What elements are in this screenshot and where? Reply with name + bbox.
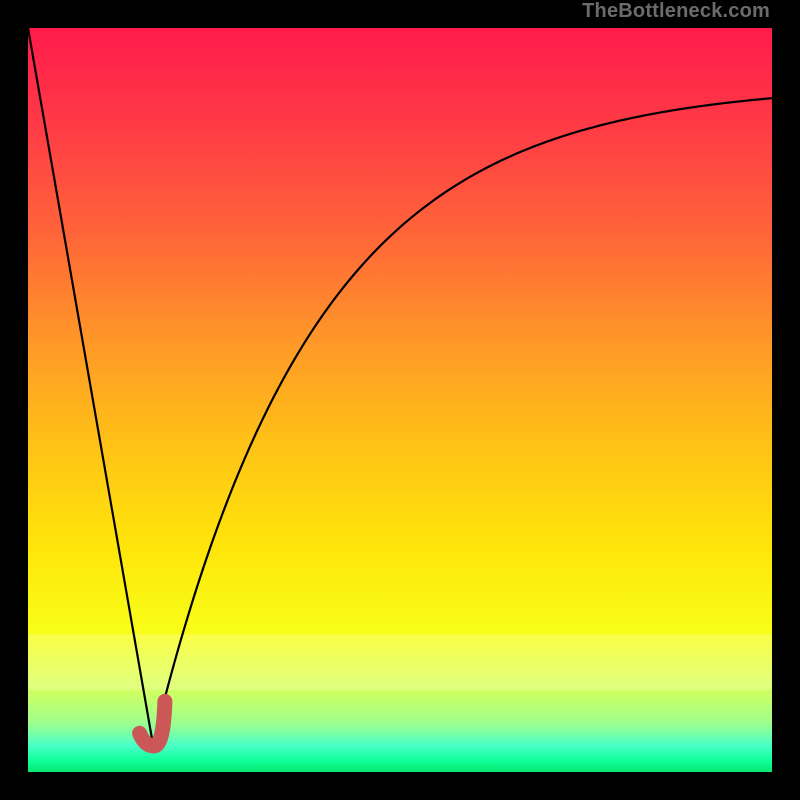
plot-svg <box>28 28 772 772</box>
watermark-text: TheBottleneck.com <box>582 0 770 23</box>
figure-root: TheBottleneck.com <box>0 0 800 800</box>
plot-area <box>28 28 772 772</box>
